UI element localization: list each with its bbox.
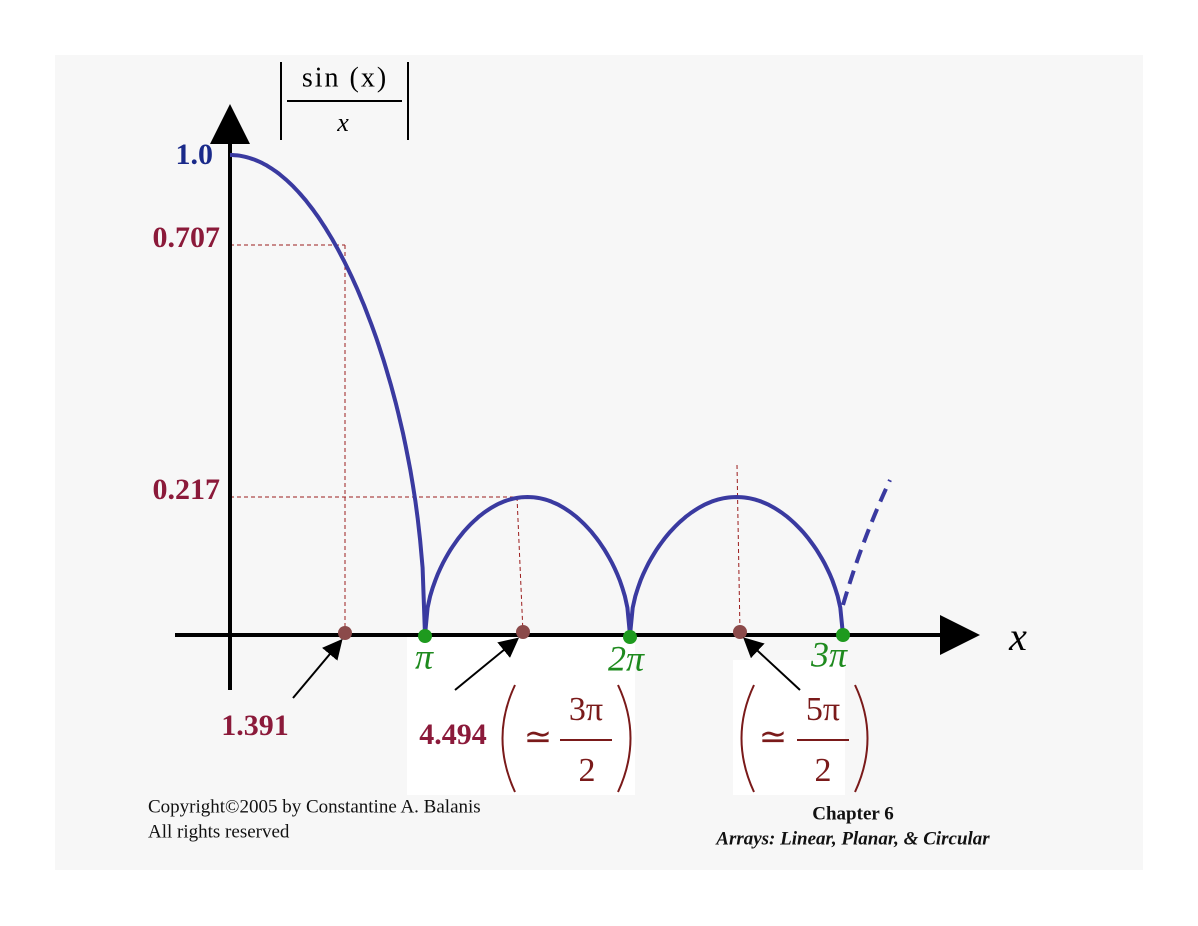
y-label: 0.707 <box>153 221 221 254</box>
zero-label: 2π <box>608 638 645 678</box>
zero-point <box>836 628 850 642</box>
chapter: Chapter 6 <box>812 803 893 824</box>
zero-point <box>418 629 432 643</box>
zero-point <box>623 630 637 644</box>
points <box>338 625 850 644</box>
annotation-value: 4.494 <box>419 718 487 751</box>
max-point <box>338 626 352 640</box>
pointer-arrows <box>292 637 801 699</box>
function-curve <box>230 153 845 636</box>
max-point <box>516 625 530 639</box>
annotation-value: 1.391 <box>221 709 289 742</box>
y-label: 0.217 <box>153 473 221 506</box>
guide-lines <box>230 244 741 634</box>
label-background <box>733 660 845 795</box>
approx-numerator: 3π <box>569 691 603 728</box>
approx-denominator: 2 <box>815 752 832 789</box>
parentheses <box>501 684 869 793</box>
approx-numerator: 5π <box>806 691 840 728</box>
approx-denominator: 2 <box>579 752 596 789</box>
approx-symbol: ≃ <box>759 719 788 756</box>
label-background <box>407 637 635 795</box>
y-axis-numerator: sin (x) <box>302 62 388 93</box>
curve-continuation <box>841 479 892 606</box>
copyright: All rights reserved <box>148 821 290 842</box>
y-label: 1.0 <box>176 138 214 171</box>
y-axis-denominator: x <box>336 108 349 137</box>
zero-label: 3π <box>810 634 848 674</box>
book-title: Arrays: Linear, Planar, & Circular <box>715 828 990 849</box>
copyright: Copyright©2005 by Constantine A. Balanis <box>148 796 481 817</box>
x-axis-label: x <box>1008 614 1027 659</box>
zero-label: π <box>415 636 434 676</box>
approx-symbol: ≃ <box>524 719 553 756</box>
max-point <box>733 625 747 639</box>
